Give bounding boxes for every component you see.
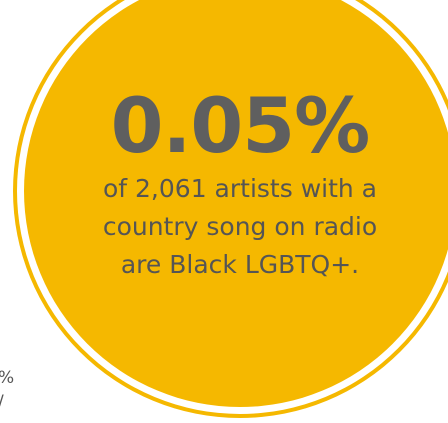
- cropped-edge-text: % /: [0, 366, 14, 414]
- caption-line-3: are Black LGBTQ+.: [120, 250, 360, 279]
- statistic-value: 0.05%: [110, 81, 371, 170]
- edge-fragment-percent: %: [0, 366, 14, 390]
- statistic-caption: of 2,061 artists with a country song on …: [54, 170, 426, 284]
- edge-fragment-slash: /: [0, 390, 12, 414]
- caption-line-2: country song on radio: [102, 212, 378, 241]
- stat-circle: [24, 0, 448, 407]
- caption-line-1: of 2,061 artists with a: [102, 174, 377, 203]
